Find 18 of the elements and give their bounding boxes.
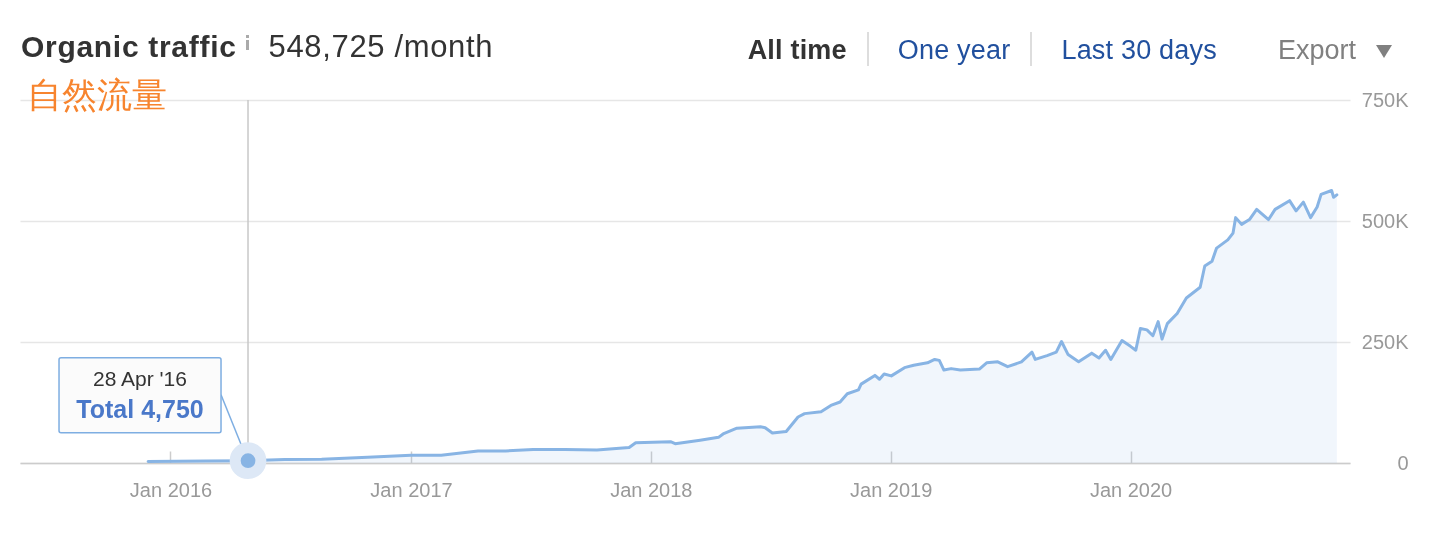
x-tick-label: Jan 2016 (129, 478, 213, 501)
text: One year (897, 35, 1011, 65)
text: All time (747, 35, 847, 65)
chart-title: Organic traffic (21, 30, 237, 63)
annotation: 自然流量 (27, 75, 167, 115)
x-tick-label: Jan 2018 (610, 478, 693, 501)
text: Export (1277, 35, 1356, 65)
annotation: Total 4,750 (76, 394, 204, 423)
y-tick-label: 0 (1397, 451, 1409, 474)
x-tick-label: Jan 2020 (1089, 478, 1173, 501)
x-tick-label: Jan 2017 (370, 478, 453, 501)
annotation: 28 Apr '16 (93, 366, 187, 390)
y-tick-label: 500K (1361, 209, 1410, 232)
y-tick-label: 750K (1361, 88, 1410, 111)
chart-subtitle: 548,725 /month (268, 29, 494, 64)
y-tick-label: 250K (1361, 330, 1410, 353)
text: Last 30 days (1061, 35, 1217, 65)
x-tick-label: Jan 2019 (850, 478, 933, 501)
